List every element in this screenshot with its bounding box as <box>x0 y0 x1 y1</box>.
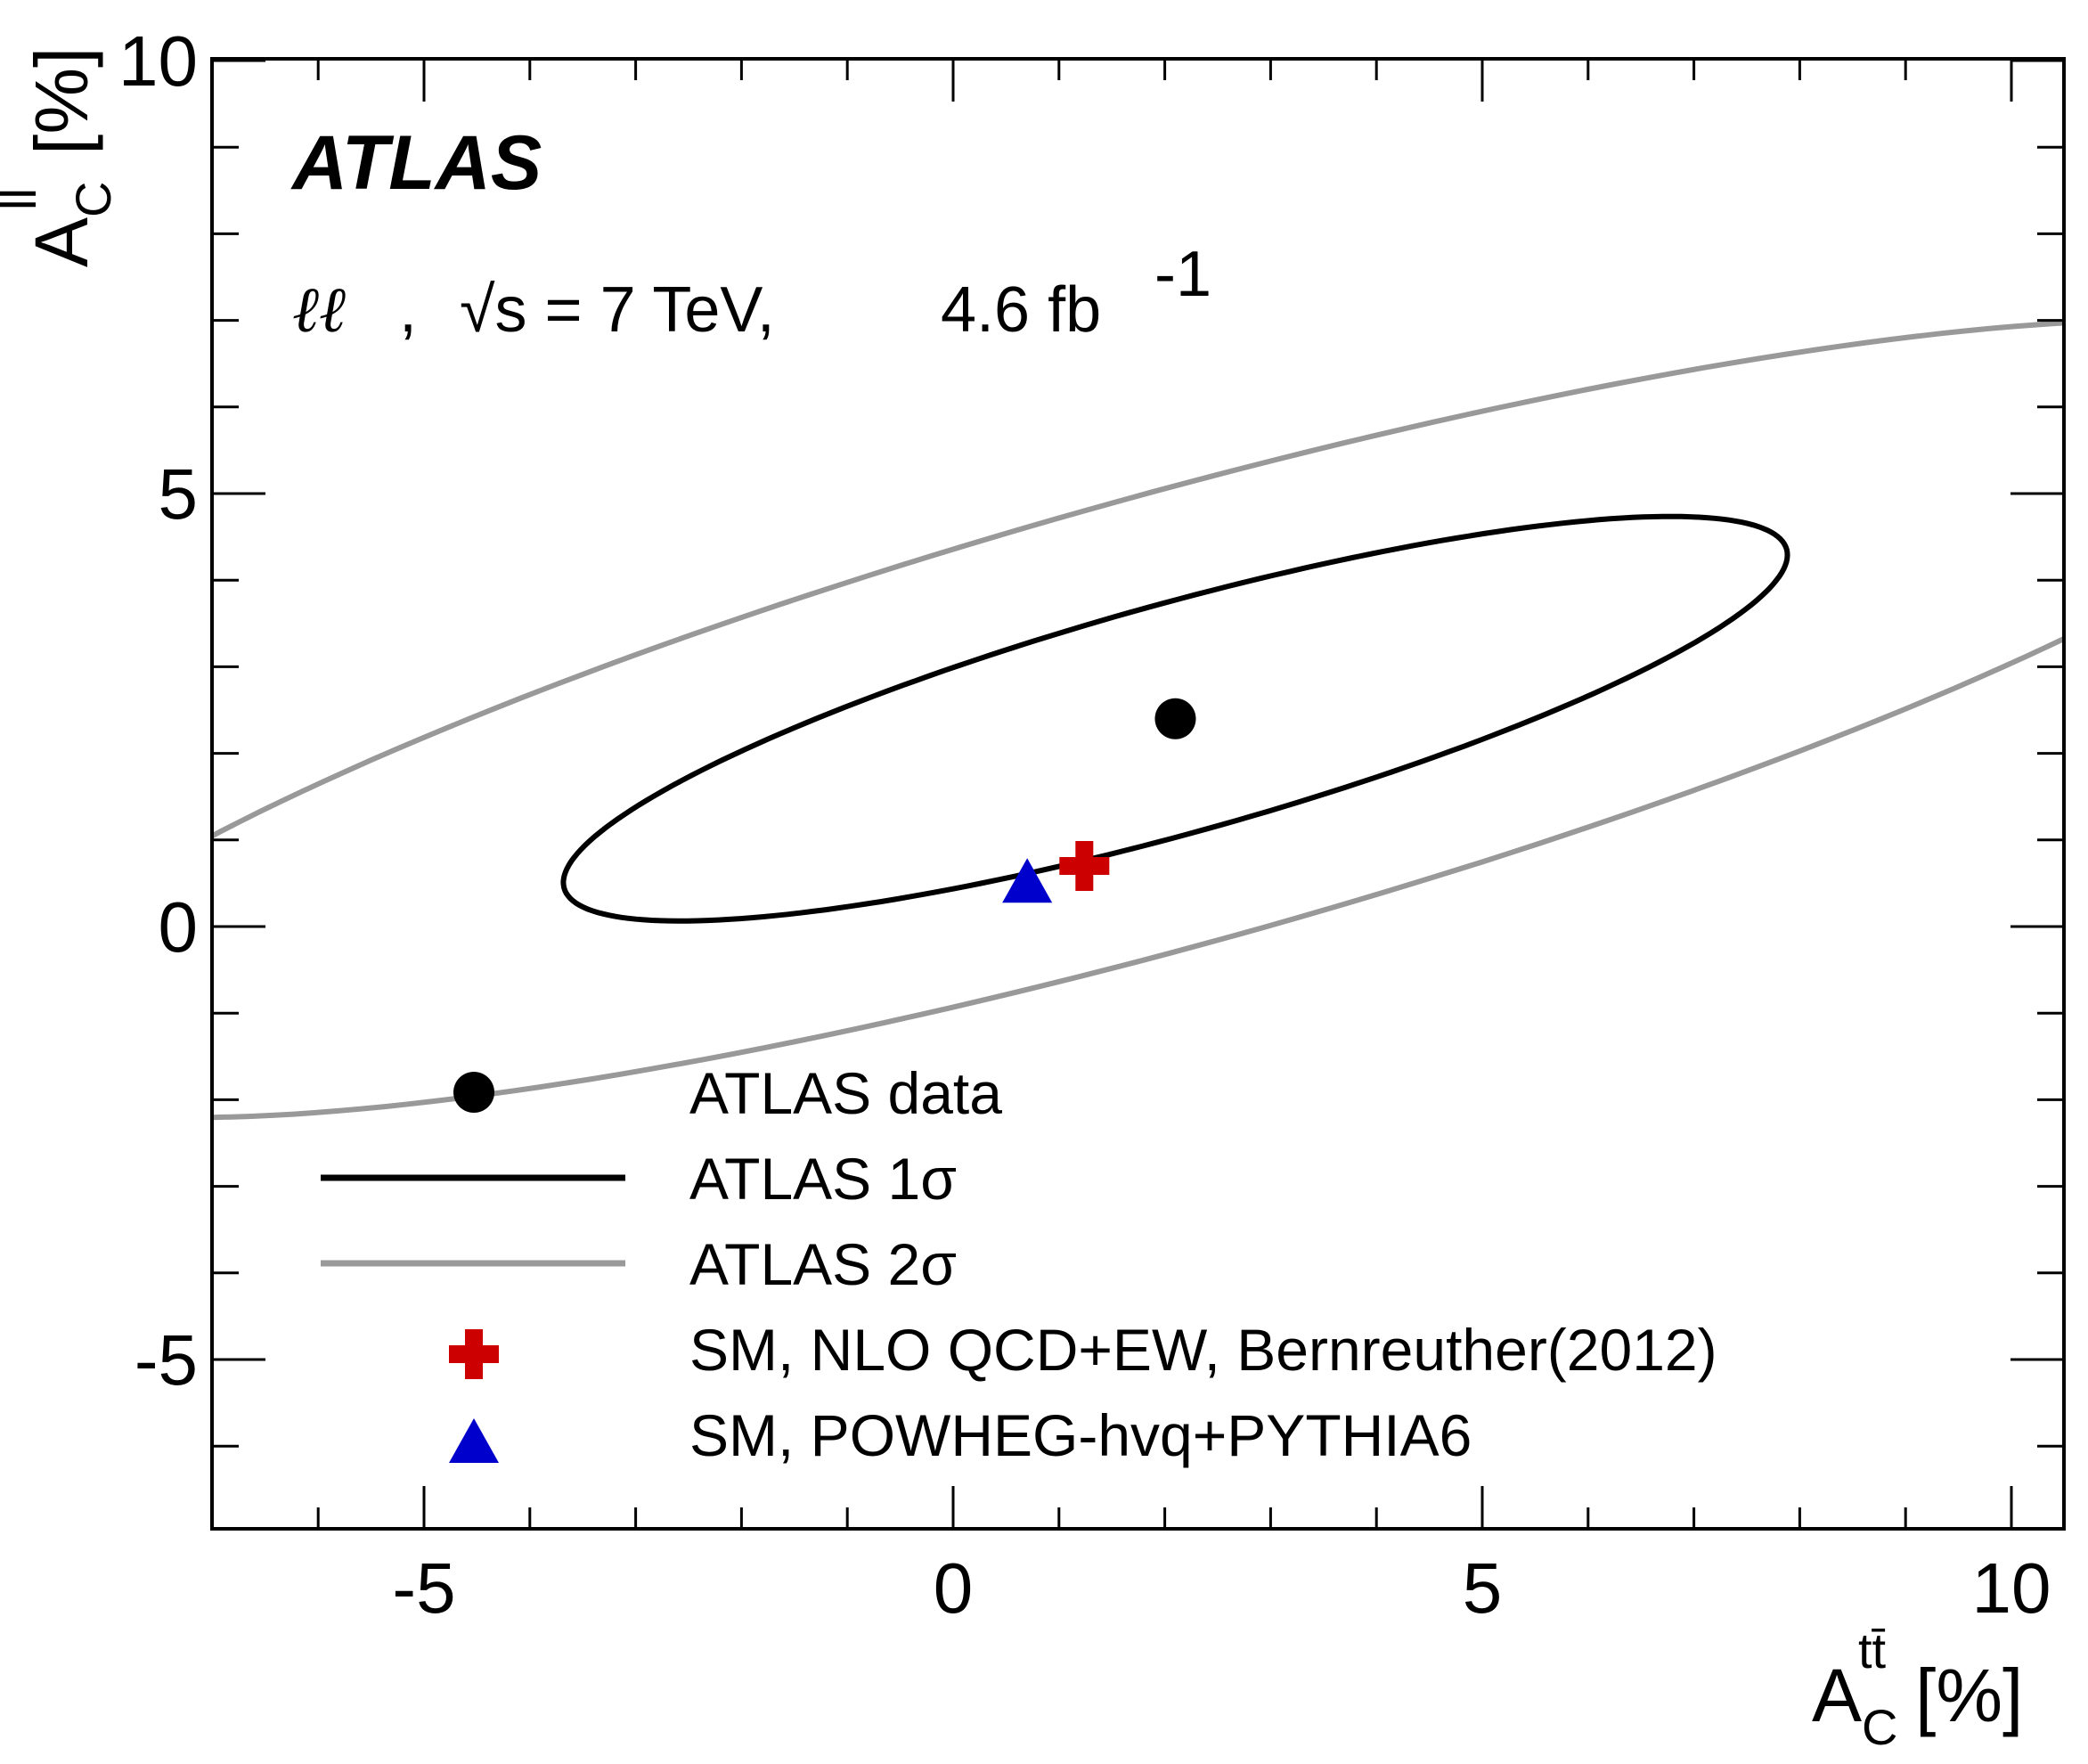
x-axis-title-sub: C <box>1862 1699 1897 1755</box>
atlas-2sigma-contour <box>212 320 2064 1121</box>
legend-data-marker <box>453 1072 494 1113</box>
legend-label-nlo: SM, NLO QCD+EW, Bernreuther(2012) <box>689 1317 1717 1383</box>
y-tick-labels: -5 0 5 10 <box>118 21 198 1400</box>
x-axis-title-sup: tt̄ <box>1858 1622 1887 1678</box>
legend-label-powheg: SM, POWHEG-hvq+PYTHIA6 <box>689 1402 1472 1468</box>
atlas-1sigma-contour <box>560 513 1790 924</box>
x-tick-label: 5 <box>1463 1548 1503 1628</box>
x-axis-title: A C tt̄ [%] <box>1812 1622 2023 1755</box>
atlas-experiment-label: ATLAS <box>290 120 542 206</box>
x-tick-labels: -5 0 5 10 <box>392 1548 2051 1628</box>
axis-ticks <box>210 59 2064 1529</box>
legend-label-1sigma: ATLAS 1σ <box>689 1146 957 1212</box>
legend-powheg-triangle-marker <box>449 1418 499 1463</box>
y-axis-title-sub: C <box>65 182 121 217</box>
x-tick-label: 10 <box>1972 1548 2051 1628</box>
atlas-data-point <box>1154 698 1196 739</box>
energy-label: √s = 7 TeV, <box>460 274 775 346</box>
y-tick-label: 0 <box>159 887 199 967</box>
x-axis-title-unit: [%] <box>1915 1654 2023 1737</box>
x-tick-label: 0 <box>934 1548 974 1628</box>
sm-powheg-triangle-marker <box>1002 858 1053 903</box>
y-tick-label: 5 <box>159 454 199 534</box>
lumi-label: 4.6 fb <box>941 274 1101 346</box>
legend-label-data: ATLAS data <box>689 1060 1002 1126</box>
y-axis-title: A C ll [%] <box>0 47 121 267</box>
legend-nlo-cross-marker <box>449 1329 499 1379</box>
x-axis-title-main: A <box>1812 1654 1862 1737</box>
channel-label: ℓℓ <box>292 272 346 347</box>
y-axis-title-unit: [%] <box>20 47 103 155</box>
y-axis-title-sup: ll <box>0 188 46 210</box>
plot-frame <box>210 57 2066 1531</box>
run-info-label: ℓℓ , √s = 7 TeV, 4.6 fb -1 <box>292 239 1211 347</box>
y-tick-label: 10 <box>118 21 198 101</box>
channel-separator: , <box>399 274 417 346</box>
y-axis-title-main: A <box>20 217 103 267</box>
legend: ATLAS data ATLAS 1σ ATLAS 2σ SM, NLO QCD… <box>321 1060 1717 1468</box>
lumi-exponent: -1 <box>1154 239 1211 310</box>
y-tick-label: -5 <box>135 1320 198 1400</box>
sm-nlo-cross-marker <box>1059 840 1110 891</box>
x-tick-label: -5 <box>392 1548 455 1628</box>
legend-label-2sigma: ATLAS 2σ <box>689 1231 957 1297</box>
